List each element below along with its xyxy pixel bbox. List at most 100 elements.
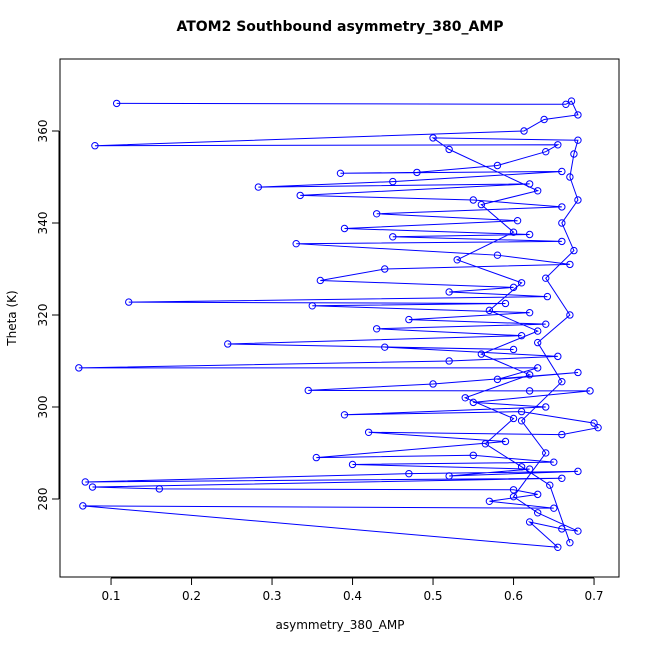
data-point — [485, 497, 494, 505]
data-point — [254, 183, 263, 191]
x-tick-label: 0.4 — [343, 589, 362, 603]
plot-frame — [59, 58, 620, 578]
data-point — [574, 527, 582, 535]
data-point — [520, 127, 528, 135]
data-point — [554, 141, 562, 149]
data-point — [558, 525, 566, 533]
y-tick-label: 320 — [36, 304, 50, 327]
data-point — [558, 203, 566, 211]
data-point — [372, 210, 381, 218]
data-point — [574, 467, 582, 476]
data-point — [533, 509, 542, 517]
data-point — [525, 371, 534, 379]
data-point — [570, 150, 578, 158]
data-point — [429, 134, 437, 142]
data-point — [546, 481, 554, 489]
data-point — [348, 460, 357, 469]
x-tick-label: 0.7 — [584, 589, 603, 603]
data-point — [308, 302, 316, 310]
data-point — [445, 288, 453, 296]
data-point — [566, 311, 574, 319]
data-point — [112, 99, 121, 108]
data-point — [461, 394, 469, 402]
data-point — [570, 246, 578, 255]
data-point — [389, 233, 397, 241]
y-axis-label: Theta (K) — [5, 290, 19, 346]
data-point — [558, 167, 566, 176]
data-point — [445, 145, 453, 154]
data-point — [574, 111, 582, 119]
data-point — [525, 518, 534, 526]
data-point — [558, 430, 566, 439]
data-point — [125, 298, 133, 306]
x-tick-label: 0.1 — [101, 589, 120, 603]
chart-title: ATOM2 Southbound asymmetry_380_AMP — [176, 19, 503, 35]
data-point — [517, 407, 526, 416]
data-point — [372, 325, 381, 333]
data-point — [79, 502, 87, 510]
data-point — [554, 543, 562, 551]
data-point — [91, 142, 99, 150]
data-point — [296, 191, 304, 200]
data-point — [517, 463, 526, 471]
data-point — [525, 180, 534, 188]
data-point — [155, 485, 164, 493]
y-tick-label: 340 — [36, 212, 50, 235]
data-point — [316, 276, 325, 285]
data-point — [364, 428, 373, 436]
data-point — [554, 352, 562, 361]
data-point — [493, 161, 502, 170]
data-point — [469, 196, 477, 204]
data-point — [533, 187, 542, 195]
data-point — [75, 364, 83, 372]
data-point — [566, 260, 574, 269]
data-point — [336, 169, 345, 178]
data-point — [594, 423, 602, 432]
data-point — [381, 343, 389, 351]
data-point — [501, 437, 510, 446]
x-tick-label: 0.2 — [182, 589, 201, 603]
data-point — [567, 97, 576, 105]
data-point — [509, 283, 518, 292]
data-point — [542, 274, 550, 282]
data-point — [381, 265, 389, 273]
data-point — [493, 375, 502, 384]
data-point — [550, 458, 558, 466]
data-point — [566, 173, 574, 181]
y-tick-label: 300 — [36, 396, 50, 419]
data-point — [469, 398, 477, 407]
data-point — [542, 403, 550, 411]
data-point — [509, 492, 518, 501]
data-point — [517, 417, 526, 425]
data-point — [501, 299, 510, 308]
data-point — [566, 538, 574, 547]
data-point — [558, 219, 566, 227]
data-point — [574, 196, 582, 204]
data-point — [543, 292, 552, 301]
data-point — [525, 387, 534, 395]
data-point — [413, 168, 421, 177]
data-point — [509, 414, 518, 423]
data-point — [389, 177, 397, 186]
y-tick-label: 280 — [36, 488, 50, 511]
data-point — [574, 368, 582, 377]
data-point — [453, 256, 461, 264]
data-point — [533, 338, 542, 347]
data-point — [533, 490, 542, 499]
data-point — [574, 136, 582, 144]
data-point — [542, 147, 550, 156]
data-point — [517, 279, 526, 287]
data-point — [477, 350, 486, 358]
data-point — [558, 474, 566, 482]
data-point — [477, 200, 486, 209]
y-tick-label: 360 — [36, 120, 50, 143]
x-axis-label: asymmetry_380_AMP — [276, 618, 405, 632]
data-point — [88, 483, 97, 491]
data-point — [292, 239, 300, 248]
data-point — [542, 449, 550, 457]
data-point — [590, 419, 598, 427]
data-point — [429, 380, 437, 388]
data-point — [533, 327, 542, 335]
data-point — [525, 308, 534, 317]
